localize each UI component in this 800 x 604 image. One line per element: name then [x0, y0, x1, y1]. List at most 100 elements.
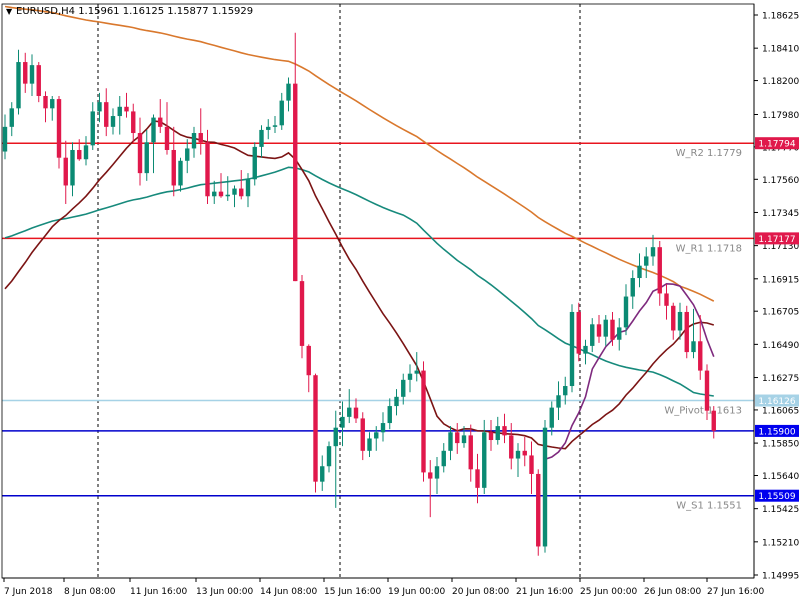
bull-candle	[380, 423, 386, 433]
price-tick-label: 1.17560	[762, 176, 799, 186]
bear-candle	[657, 247, 662, 294]
bull-candle	[637, 265, 642, 279]
bull-candle	[83, 145, 89, 160]
bear-candle	[455, 432, 460, 444]
bull-candle	[367, 438, 372, 451]
price-tick-label: 1.15425	[762, 505, 799, 515]
price-tick-label: 1.15210	[762, 538, 799, 548]
time-tick-label: 27 Jun 16:00	[707, 587, 764, 597]
bear-candle	[299, 281, 305, 346]
price-tick-label: 1.17980	[762, 111, 799, 121]
bull-candle	[326, 446, 332, 467]
moving-averages	[4, 5, 715, 461]
bear-candle	[711, 410, 716, 431]
bull-candle	[515, 450, 521, 459]
bull-candle	[259, 129, 264, 147]
price-tick-label: 1.15850	[762, 440, 799, 450]
bull-candle	[178, 160, 183, 186]
bull-candle	[340, 416, 345, 428]
bull-candle	[482, 432, 487, 488]
price-tag-bg	[755, 489, 799, 502]
price-tag: 1.15509	[755, 489, 799, 502]
bull-candle	[569, 311, 575, 387]
bear-candle	[23, 62, 28, 84]
bull-candle	[2, 126, 8, 152]
moving-average-short	[544, 282, 715, 461]
bull-candle	[225, 194, 230, 197]
dropdown-arrow-icon[interactable]: ▼	[6, 7, 13, 16]
bear-candle	[293, 83, 298, 282]
bull-candle	[644, 256, 649, 266]
bull-candle	[590, 324, 595, 346]
bull-candle	[252, 146, 257, 180]
bull-candle	[542, 427, 548, 547]
bear-candle	[509, 435, 514, 459]
bull-candle	[407, 373, 413, 380]
time-tick-label: 13 Jun 00:00	[196, 587, 253, 597]
bear-candle	[104, 102, 109, 127]
bear-candle	[36, 65, 41, 96]
time-tick-label: 15 Jun 16:00	[324, 587, 381, 597]
price-tag-bg	[755, 394, 799, 407]
price-tick-label: 1.16490	[762, 341, 799, 351]
price-tag: 1.16126	[755, 394, 799, 407]
price-tag-label: 1.17794	[758, 140, 795, 150]
bull-candle	[374, 432, 379, 439]
bear-candle	[704, 370, 710, 411]
bear-candle	[610, 319, 615, 340]
price-tag: 1.15900	[755, 424, 799, 437]
pivot-level-lines: W_R2 1.1779 W_R1 1.1718 W_Pivot 1.1613 W_S1…	[2, 142, 754, 512]
bull-candle	[549, 407, 554, 428]
price-tick-label: 1.18625	[762, 12, 799, 22]
bear-candle	[684, 311, 689, 353]
time-tick-label: 19 Jun 00:00	[388, 587, 445, 597]
bear-candle	[421, 370, 426, 473]
time-tick-label: 20 Jun 08:00	[452, 587, 509, 597]
bull-candle	[212, 191, 217, 197]
bear-candle	[664, 293, 669, 306]
bear-candle	[131, 111, 136, 134]
bear-candle	[137, 133, 143, 174]
bull-candle	[144, 142, 149, 174]
bear-candle	[576, 311, 581, 354]
bull-candle	[97, 102, 102, 112]
bull-candle	[286, 83, 291, 101]
bull-candle	[623, 296, 629, 328]
plot-frame	[1, 3, 755, 579]
bear-candle	[596, 324, 602, 337]
price-tick-label: 1.15640	[762, 472, 799, 482]
chart-symbol-readout: EURUSD,H4 1.15961 1.16125 1.15877 1.1592…	[16, 6, 253, 17]
bull-candle	[556, 395, 561, 408]
bull-candle	[90, 111, 95, 146]
price-tick-label: 1.16065	[762, 406, 799, 416]
bull-candle	[50, 99, 55, 109]
bear-candle	[306, 345, 311, 376]
bull-candle	[70, 149, 75, 186]
bull-candle	[630, 278, 635, 297]
bull-candle	[279, 100, 284, 126]
price-tick-label: 1.17345	[762, 209, 799, 219]
price-tag-label: 1.16126	[758, 397, 795, 407]
price-tag-bg	[755, 137, 799, 150]
bull-candle	[677, 311, 683, 331]
bull-candle	[191, 133, 197, 149]
bull-candle	[394, 396, 399, 407]
bull-candle	[151, 117, 156, 143]
bear-candle	[239, 188, 244, 197]
price-tick-label: 1.16275	[762, 374, 799, 384]
bull-candle	[441, 450, 446, 467]
bull-candle	[448, 432, 453, 451]
time-tick-label: 14 Jun 08:00	[260, 587, 317, 597]
bull-candle	[401, 379, 406, 397]
price-tick-label: 1.17130	[762, 242, 799, 252]
moving-average-slow	[4, 5, 715, 302]
bull-candle	[245, 179, 251, 197]
level-name-label: W_R2 1.1779	[676, 148, 742, 159]
bull-candle	[110, 116, 116, 127]
bull-candle	[347, 407, 352, 417]
bear-candle	[522, 450, 527, 456]
bull-candle	[185, 148, 190, 161]
bear-candle	[218, 191, 224, 197]
